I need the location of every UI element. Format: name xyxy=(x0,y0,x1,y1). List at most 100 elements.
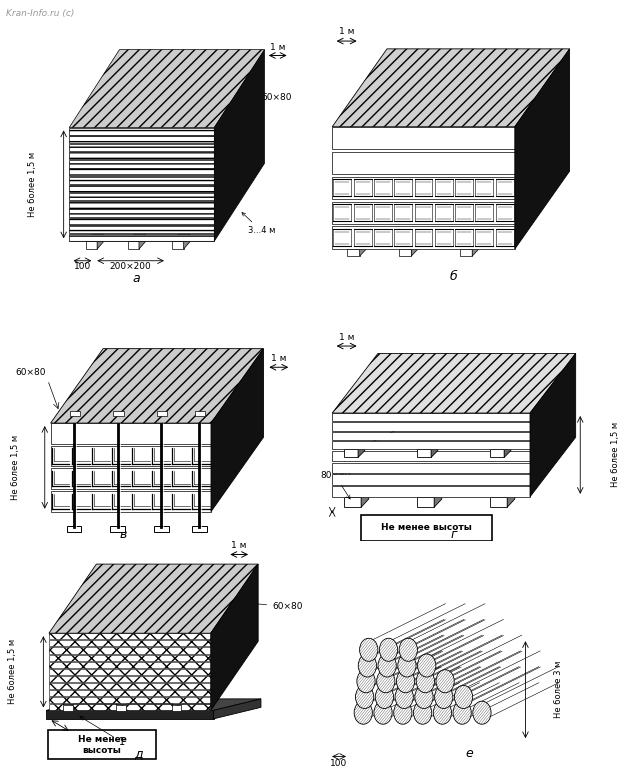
Polygon shape xyxy=(332,353,576,413)
Polygon shape xyxy=(110,526,125,532)
Polygon shape xyxy=(332,462,530,473)
Text: г: г xyxy=(451,528,457,541)
Polygon shape xyxy=(344,449,358,457)
Text: в: в xyxy=(120,528,127,541)
Polygon shape xyxy=(417,442,438,449)
Polygon shape xyxy=(154,526,169,532)
Circle shape xyxy=(455,686,473,709)
Polygon shape xyxy=(332,152,515,174)
Polygon shape xyxy=(332,432,530,440)
Polygon shape xyxy=(97,234,103,249)
Polygon shape xyxy=(49,669,210,675)
Polygon shape xyxy=(344,497,361,507)
Polygon shape xyxy=(515,49,569,249)
Polygon shape xyxy=(491,442,511,449)
Circle shape xyxy=(394,701,412,724)
Polygon shape xyxy=(139,234,145,249)
Polygon shape xyxy=(214,50,264,241)
Polygon shape xyxy=(51,349,264,423)
Circle shape xyxy=(396,670,415,693)
Polygon shape xyxy=(69,168,214,176)
Text: д: д xyxy=(134,747,143,760)
Polygon shape xyxy=(63,705,73,711)
Polygon shape xyxy=(434,488,442,507)
Polygon shape xyxy=(491,497,507,507)
Text: 1 м: 1 м xyxy=(270,43,285,51)
Circle shape xyxy=(435,686,453,709)
Polygon shape xyxy=(172,234,190,241)
Circle shape xyxy=(358,654,377,677)
Circle shape xyxy=(377,670,395,693)
Polygon shape xyxy=(69,161,214,167)
FancyBboxPatch shape xyxy=(361,515,492,541)
Polygon shape xyxy=(49,683,210,689)
Polygon shape xyxy=(69,226,214,233)
FancyBboxPatch shape xyxy=(48,730,157,759)
Polygon shape xyxy=(347,249,359,256)
Text: Kran-Info.ru (c): Kran-Info.ru (c) xyxy=(6,9,75,18)
Polygon shape xyxy=(460,242,479,249)
Polygon shape xyxy=(63,700,78,705)
Text: 1 м: 1 м xyxy=(271,353,287,362)
Text: 60×80: 60×80 xyxy=(16,368,46,376)
Polygon shape xyxy=(69,210,214,217)
Polygon shape xyxy=(332,127,515,149)
Polygon shape xyxy=(211,349,264,511)
Polygon shape xyxy=(49,661,210,667)
Polygon shape xyxy=(210,564,258,710)
Circle shape xyxy=(379,638,398,661)
Text: б: б xyxy=(450,270,458,283)
Polygon shape xyxy=(49,654,210,660)
Circle shape xyxy=(395,686,413,709)
Polygon shape xyxy=(399,242,418,249)
Polygon shape xyxy=(49,641,210,647)
Polygon shape xyxy=(69,177,214,184)
Polygon shape xyxy=(128,241,139,249)
Circle shape xyxy=(375,686,394,709)
Polygon shape xyxy=(70,411,80,415)
Text: 80×80: 80×80 xyxy=(320,472,351,499)
Polygon shape xyxy=(172,241,184,249)
Text: Не менее
высоты: Не менее высоты xyxy=(77,735,126,755)
Polygon shape xyxy=(491,488,515,497)
Text: 100: 100 xyxy=(330,759,347,768)
Text: 60×80: 60×80 xyxy=(240,601,302,611)
Text: Не более 3 м: Не более 3 м xyxy=(555,661,564,718)
Polygon shape xyxy=(332,227,515,249)
Polygon shape xyxy=(195,411,205,415)
Polygon shape xyxy=(51,423,211,444)
Polygon shape xyxy=(172,700,186,705)
Text: Не более 1,5 м: Не более 1,5 м xyxy=(29,152,37,217)
Polygon shape xyxy=(49,676,210,682)
Polygon shape xyxy=(49,633,210,639)
Polygon shape xyxy=(347,242,366,249)
Polygon shape xyxy=(184,234,190,249)
Circle shape xyxy=(416,670,434,693)
Text: 1 м: 1 м xyxy=(339,27,354,36)
Polygon shape xyxy=(332,441,530,449)
Polygon shape xyxy=(399,249,411,256)
Text: 100: 100 xyxy=(74,262,91,270)
Polygon shape xyxy=(51,468,211,489)
Text: 3...4 м: 3...4 м xyxy=(242,213,275,236)
Polygon shape xyxy=(46,699,261,710)
Text: 200×200: 200×200 xyxy=(110,262,152,270)
Polygon shape xyxy=(49,564,258,633)
Text: 1: 1 xyxy=(80,717,125,747)
Polygon shape xyxy=(128,234,145,241)
Polygon shape xyxy=(69,234,214,241)
Polygon shape xyxy=(69,193,214,200)
Polygon shape xyxy=(172,705,181,711)
Polygon shape xyxy=(69,127,214,135)
Text: Не менее высоты: Не менее высоты xyxy=(381,523,472,532)
Circle shape xyxy=(415,686,433,709)
Polygon shape xyxy=(69,144,214,151)
Text: 1 м: 1 м xyxy=(231,541,247,551)
Text: Не более 1,5 м: Не более 1,5 м xyxy=(8,639,17,704)
Polygon shape xyxy=(411,242,418,256)
Polygon shape xyxy=(530,353,576,497)
Polygon shape xyxy=(192,526,207,532)
Circle shape xyxy=(418,654,436,677)
Polygon shape xyxy=(51,492,211,511)
Polygon shape xyxy=(472,242,479,256)
